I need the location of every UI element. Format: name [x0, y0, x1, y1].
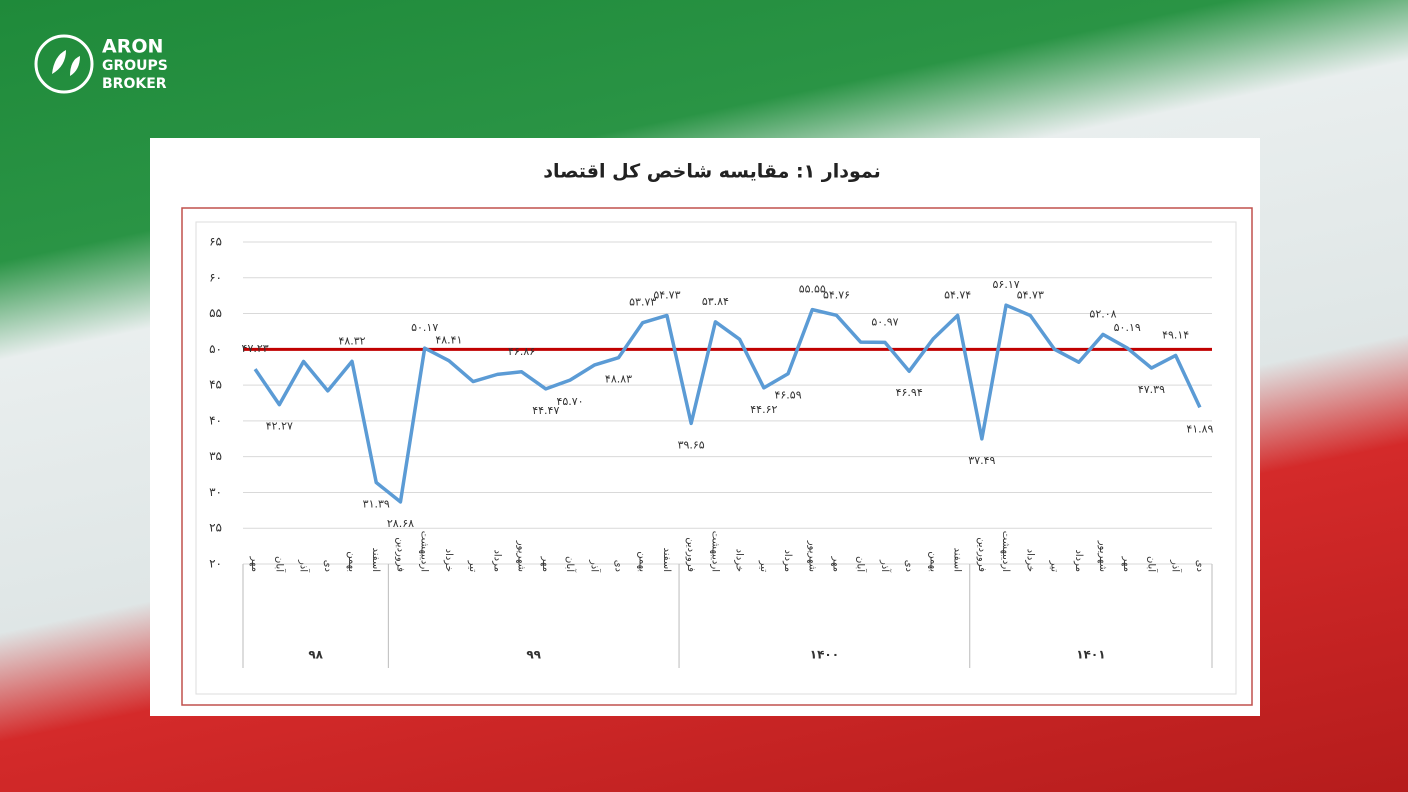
data-label: ۴۲.۲۷: [266, 420, 293, 433]
x-tick-label: فروردین: [685, 537, 696, 572]
x-tick-label: دی: [322, 560, 333, 572]
group-label: ۱۴۰۱: [1076, 648, 1105, 662]
x-tick-label: مهر: [249, 556, 260, 572]
data-label: ۵۴.۷۴: [944, 288, 971, 301]
y-tick-label: ۴۵: [209, 378, 222, 392]
data-label: ۴۸.۴۱: [435, 334, 462, 347]
data-label: ۵۰.۱۹: [1114, 321, 1141, 334]
x-tick-label: دی: [903, 560, 914, 572]
y-tick-label: ۶۵: [209, 235, 222, 249]
group-label: ۹۸: [308, 648, 323, 662]
x-tick-label: آبان: [1145, 556, 1158, 573]
x-tick-label: بهمن: [927, 551, 938, 572]
data-label: ۵۶.۱۷: [993, 278, 1020, 291]
logo-text: ARON: [102, 36, 163, 58]
x-tick-label: اردیبهشت: [419, 531, 430, 572]
logo-mark: [34, 34, 94, 94]
x-tick-label: مهر: [540, 556, 551, 572]
data-label: ۴۷.۲۳: [242, 342, 269, 355]
data-label: ۴۶.۹۴: [896, 386, 923, 399]
x-tick-label: آبان: [855, 556, 868, 573]
x-tick-label: خرداد: [1024, 549, 1035, 572]
data-label: ۵۰.۹۷: [871, 315, 898, 328]
y-tick-label: ۴۰: [209, 413, 222, 427]
y-tick-label: ۲۵: [209, 521, 222, 535]
x-tick-label: مهر: [831, 556, 842, 572]
plot-frame: [195, 221, 1237, 695]
data-line: [253, 303, 1202, 504]
x-tick-label: مرداد: [491, 549, 502, 572]
y-tick-label: ۳۵: [209, 449, 222, 463]
data-label: ۲۸.۶۸: [387, 517, 414, 530]
data-label: ۴۶.۵۹: [774, 389, 801, 402]
x-tick-label: فروردین: [976, 537, 987, 572]
logo-text: GROUPS: [102, 58, 168, 74]
x-tick-label: آبان: [273, 556, 286, 573]
x-tick-label: شهریور: [806, 540, 817, 572]
data-label: ۵۴.۷۳: [1017, 288, 1044, 301]
x-tick-label: خرداد: [443, 549, 454, 572]
x-tick-label: اردیبهشت: [1000, 531, 1011, 572]
x-tick-label: دی: [1194, 560, 1205, 572]
x-tick-label: دی: [612, 560, 623, 572]
chart-card: [150, 138, 1260, 716]
logo-leaf: [52, 50, 80, 76]
x-tick-label: خرداد: [734, 549, 745, 572]
group-label: ۱۴۰۰: [810, 648, 839, 662]
x-tick-label: مهر: [1121, 556, 1132, 572]
x-tick-label: اسفند: [661, 548, 672, 572]
y-tick-label: ۶۰: [209, 270, 222, 284]
data-label: ۵۵.۵۵: [799, 283, 826, 296]
y-tick-label: ۵۵: [209, 306, 222, 320]
x-tick-label: آذر: [588, 559, 601, 573]
x-tick-label: بهمن: [346, 551, 357, 572]
x-tick-label: اسفند: [952, 548, 963, 572]
x-tick-label: بهمن: [637, 551, 648, 572]
data-label: ۳۱.۳۹: [363, 497, 390, 510]
x-tick-label: اسفند: [370, 548, 381, 572]
x-tick-label: تیر: [758, 560, 769, 573]
data-label: ۴۸.۸۳: [605, 373, 632, 386]
data-label: ۳۹.۶۵: [678, 438, 705, 451]
y-tick-label: ۵۰: [209, 342, 222, 356]
x-tick-label: تیر: [467, 560, 478, 573]
data-label: ۵۴.۷۳: [653, 288, 680, 301]
x-tick-label: مرداد: [782, 549, 793, 572]
data-label: ۴۱.۸۹: [1186, 422, 1213, 435]
data-label: ۴۴.۶۲: [750, 403, 777, 416]
data-label: ۵۴.۷۶: [823, 288, 850, 301]
data-label: ۴۹.۱۴: [1162, 328, 1189, 341]
y-tick-label: ۳۰: [209, 485, 222, 499]
chart-frame: [181, 207, 1253, 706]
chart-title: نمودار ۱: مقایسه شاخص کل اقتصاد: [543, 161, 881, 183]
x-tick-label: آذر: [879, 559, 892, 573]
data-label: ۴۸.۳۲: [338, 334, 365, 347]
data-label: ۵۰.۱۷: [411, 321, 438, 334]
data-label: ۳۷.۴۹: [968, 454, 995, 467]
data-label: ۵۳.۷۳: [629, 296, 656, 309]
data-label: ۵۳.۸۴: [702, 295, 729, 308]
data-label: ۴۵.۷۰: [556, 395, 583, 408]
x-tick-label: فروردین: [394, 537, 405, 572]
logo-text: BROKER: [102, 76, 167, 92]
data-label: ۴۷.۳۹: [1138, 383, 1165, 396]
x-tick-label: شهریور: [516, 540, 527, 572]
x-tick-label: شهریور: [1097, 540, 1108, 572]
data-label: ۵۲.۰۸: [1089, 307, 1116, 320]
x-tick-label: آبان: [564, 556, 577, 573]
x-tick-label: اردیبهشت: [709, 531, 720, 572]
x-tick-label: مرداد: [1073, 549, 1084, 572]
x-tick-label: آذر: [1170, 559, 1183, 573]
data-label: ۴۶.۸۶: [508, 345, 535, 358]
group-label: ۹۹: [526, 648, 541, 662]
x-tick-label: تیر: [1049, 560, 1060, 573]
x-tick-label: آذر: [298, 559, 311, 573]
y-tick-label: ۲۰: [209, 557, 222, 571]
data-label: ۴۴.۴۷: [532, 404, 559, 417]
